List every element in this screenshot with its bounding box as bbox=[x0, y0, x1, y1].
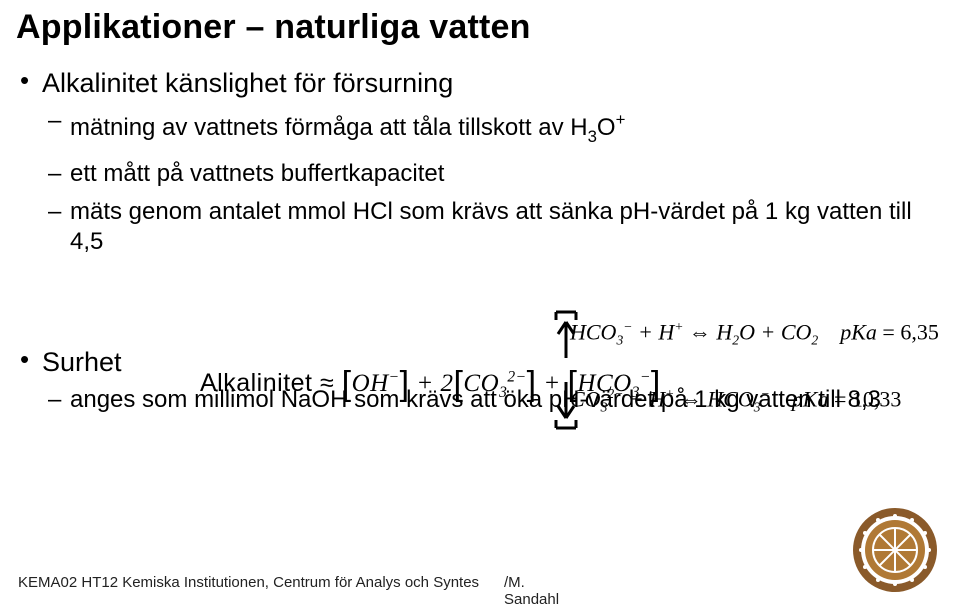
co3: CO bbox=[463, 370, 499, 397]
bullet-alkalinitet: Alkalinitet känslighet för försurning bbox=[42, 66, 944, 100]
pka2: pKa bbox=[792, 387, 829, 412]
eq-1: HCO3− + H+ ⇔ H2O + CO2 pKa = 6,35 bbox=[570, 320, 939, 347]
subscript-3: 3 bbox=[588, 127, 597, 146]
lhs2: CO bbox=[570, 387, 601, 412]
equations: HCO3− + H+ ⇔ H2O + CO2 pKa = 6,35 CO32− … bbox=[570, 320, 939, 455]
pka: pKa bbox=[840, 319, 877, 344]
dlarrow-icon: ⇔ bbox=[683, 319, 716, 344]
label: Alkalinitet ≈ bbox=[200, 369, 342, 397]
text: mätning av vattnets förmåga att tåla til… bbox=[70, 114, 588, 141]
sub-buffert: ett mått på vattnets buffertkapacitet bbox=[42, 159, 944, 189]
sub-mats: mäts genom antalet mmol HCl som krävs at… bbox=[42, 197, 944, 257]
university-seal-icon bbox=[852, 507, 938, 593]
dlarrow-icon: ⇔ bbox=[674, 387, 707, 412]
val: 6,35 bbox=[900, 319, 939, 344]
footer-right: /M. Sandahl bbox=[504, 574, 559, 608]
plus2: + 2 bbox=[410, 370, 454, 397]
lhs: HCO bbox=[570, 319, 616, 344]
val2: 10,33 bbox=[852, 387, 902, 412]
op2: + H bbox=[623, 387, 665, 412]
eq-2: CO32− + H+ ⇔ HCO3− pKa = 10,33 bbox=[570, 387, 939, 414]
rhs2: HCO bbox=[707, 387, 753, 412]
equals: = bbox=[877, 319, 900, 344]
oh: OH bbox=[352, 370, 389, 397]
superscript-plus: + bbox=[616, 110, 626, 129]
sub-matning: mätning av vattnets förmåga att tåla til… bbox=[42, 106, 944, 151]
oco2: O + CO bbox=[739, 319, 811, 344]
op: + H bbox=[632, 319, 674, 344]
equals2: = bbox=[828, 387, 851, 412]
page-title: Applikationer – naturliga vatten bbox=[16, 8, 531, 47]
footer: KEMA02 HT12 Kemiska Institutionen, Centr… bbox=[18, 574, 479, 591]
text-o: O bbox=[597, 114, 616, 141]
footer-left: KEMA02 HT12 Kemiska Institutionen, Centr… bbox=[18, 574, 479, 591]
h2: H bbox=[716, 319, 732, 344]
